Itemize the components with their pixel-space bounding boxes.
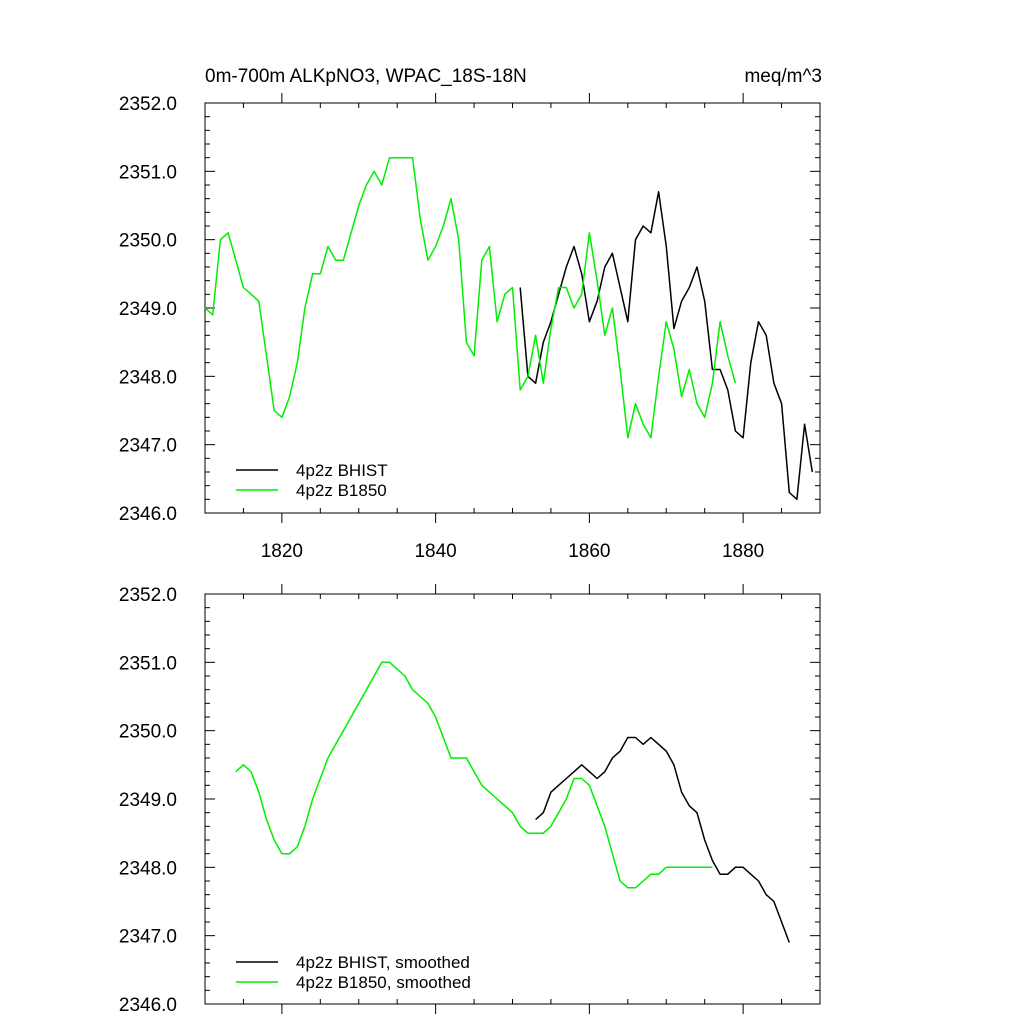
- x-axis-labels: 1820 1840 1860 1880: [261, 541, 765, 562]
- chart-units: meq/m^3: [744, 66, 822, 87]
- plot-frame: [204, 593, 821, 1005]
- plot-frame: [204, 102, 821, 514]
- x-tick-label: 1820: [261, 541, 303, 562]
- chart-title: 0m-700m ALKpNO3, WPAC_18S-18N: [205, 66, 527, 87]
- y-tick-label: 2352.0: [119, 585, 177, 606]
- series-4p2z-b1850-smoothed: [235, 661, 713, 889]
- y-tick-label: 2349.0: [119, 790, 177, 811]
- legend: 4p2z BHIST, smoothed 4p2z B1850, smoothe…: [236, 953, 471, 992]
- x-tick-label: 1840: [414, 541, 456, 562]
- y-tick-label: 2352.0: [119, 94, 177, 115]
- y-tick-label: 2347.0: [119, 436, 177, 457]
- x-tick-label: 1860: [568, 541, 610, 562]
- axis-ticks: [204, 584, 821, 1014]
- series-lines: [204, 156, 814, 501]
- x-tick-label: 1880: [722, 541, 764, 562]
- series-4p2z-b1850: [204, 156, 737, 439]
- y-axis-labels: 2346.0 2347.0 2348.0 2349.0 2350.0 2351.0 2352…: [119, 94, 177, 525]
- series-4p2z-bhist: [519, 191, 814, 501]
- series-lines: [235, 661, 791, 943]
- y-tick-label: 2348.0: [119, 858, 177, 879]
- legend-label-bhist: 4p2z BHIST: [296, 461, 388, 480]
- y-tick-label: 2346.0: [119, 995, 177, 1016]
- y-axis-labels: 2346.0 2347.0 2348.0 2349.0 2350.0 2351.0 2352…: [119, 585, 177, 1016]
- legend-label-bhist-smoothed: 4p2z BHIST, smoothed: [296, 953, 470, 972]
- y-tick-label: 2350.0: [119, 231, 177, 252]
- y-tick-label: 2351.0: [119, 162, 177, 183]
- legend-label-b1850-smoothed: 4p2z B1850, smoothed: [296, 973, 471, 992]
- y-tick-label: 2351.0: [119, 653, 177, 674]
- y-tick-label: 2347.0: [119, 927, 177, 948]
- panel-raw: 0m-700m ALKpNO3, WPAC_18S-18N meq/m^3 23…: [119, 66, 822, 562]
- axis-ticks: [204, 93, 821, 523]
- y-tick-label: 2350.0: [119, 722, 177, 743]
- y-tick-label: 2346.0: [119, 504, 177, 525]
- legend: 4p2z BHIST 4p2z B1850: [236, 461, 388, 500]
- legend-label-b1850: 4p2z B1850: [296, 481, 387, 500]
- series-4p2z-bhist-smoothed: [535, 736, 791, 943]
- panel-smoothed: 2346.0 2347.0 2348.0 2349.0 2350.0 2351.0 2352…: [119, 584, 821, 1016]
- y-tick-label: 2349.0: [119, 299, 177, 320]
- y-tick-label: 2348.0: [119, 367, 177, 388]
